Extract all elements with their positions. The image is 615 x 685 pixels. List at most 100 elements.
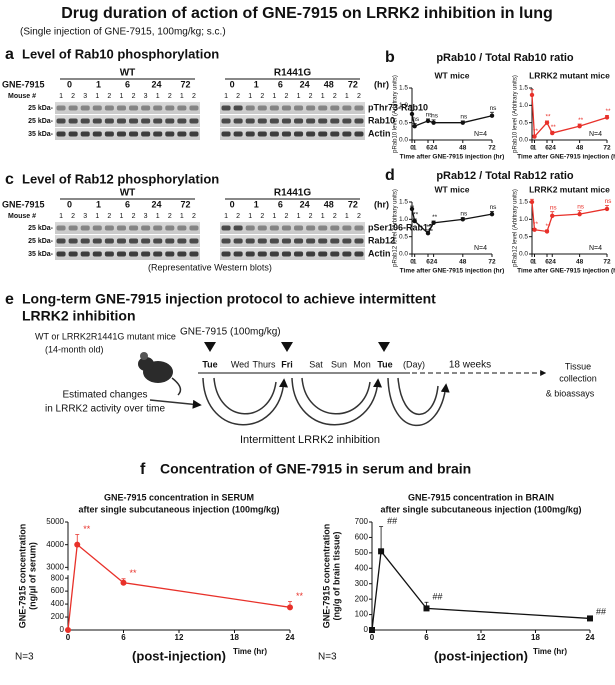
blot-band — [233, 105, 243, 111]
blot-band — [245, 105, 255, 111]
y-axis-label: (ng/µl of serum) — [27, 542, 37, 610]
mouse-label: 1 — [95, 93, 99, 100]
x-tick-label: 72 — [603, 145, 611, 152]
group-label: R1441G — [274, 188, 311, 199]
blot-band — [221, 225, 231, 231]
dose-label: 1 — [254, 199, 259, 209]
panel-letter: a — [5, 46, 14, 63]
dose-label: 0 — [67, 199, 72, 209]
y-axis-label: pRab12 level (Arbitrary units) — [513, 189, 519, 267]
blot-band — [294, 238, 304, 244]
y-axis-label: pRab10 level (Arbitrary units) — [513, 75, 519, 153]
blot-band — [153, 118, 163, 124]
blot-band — [318, 118, 328, 124]
blot-band — [68, 105, 78, 111]
significance-label: ** — [551, 124, 557, 131]
blot-band — [141, 238, 151, 244]
panel-letter: c — [5, 171, 14, 188]
mouse-label: 2 — [260, 93, 264, 100]
blot-band — [269, 238, 279, 244]
blot-band — [116, 105, 126, 111]
blot-band — [104, 238, 114, 244]
blot-band — [342, 251, 352, 257]
blot-band — [177, 118, 187, 124]
n-label: N=4 — [589, 131, 602, 138]
data-point — [529, 199, 535, 205]
significance-label: ** — [426, 224, 432, 231]
significance-label: ## — [596, 607, 606, 617]
blot-band — [281, 225, 291, 231]
significance-label: ns — [426, 112, 434, 119]
data-line — [67, 543, 291, 631]
blot-band — [318, 251, 328, 257]
chart-title: WT mice — [435, 184, 470, 194]
y-axis-label: (ng/g of brain tissue) — [331, 531, 341, 620]
blot-band — [177, 238, 187, 244]
chart-title: LRRK2 mutant mice — [529, 184, 610, 194]
blot-band — [153, 131, 163, 137]
dose-row-label: GNE-7915 — [2, 79, 45, 89]
mouse-label: 2 — [168, 213, 172, 220]
blot-band — [80, 225, 90, 231]
blot-band — [281, 238, 291, 244]
data-point — [460, 120, 465, 125]
blot-band — [354, 225, 364, 231]
y-tick-label: 5000 — [46, 517, 64, 526]
day-label: Wed — [231, 359, 249, 369]
mouse-label: 1 — [224, 213, 228, 220]
blot-band — [56, 251, 66, 257]
panel-title: LRRK2 inhibition — [22, 308, 136, 324]
y-tick-label: 0.0 — [519, 137, 528, 144]
dose-label: 6 — [278, 199, 283, 209]
blot-band — [165, 105, 175, 111]
dose-row-label: GNE-7915 — [2, 199, 45, 209]
mouse-label: 1 — [59, 213, 63, 220]
blot-band — [56, 238, 66, 244]
y-tick-label: 1.0 — [399, 102, 408, 109]
blot-band — [306, 105, 316, 111]
mouse-label: 2 — [285, 213, 289, 220]
data-point — [577, 211, 582, 217]
blot-band — [221, 118, 231, 124]
blot-band — [80, 131, 90, 137]
blot-band — [116, 251, 126, 257]
blot-strip — [55, 235, 200, 247]
mouse-label: 2 — [132, 213, 136, 220]
band-label: Actin — [368, 248, 391, 258]
y-tick-label: 400 — [51, 599, 65, 608]
x-tick-label: 72 — [488, 259, 496, 266]
blot-band — [330, 118, 340, 124]
dose-label: 0 — [230, 199, 235, 209]
x-tick-label: 6 — [424, 633, 429, 642]
mouse-label: 1 — [120, 213, 124, 220]
blot-band — [257, 225, 267, 231]
y-tick-label: 0.0 — [399, 137, 408, 144]
x-tick-label: 24 — [549, 145, 557, 152]
blot-band — [165, 131, 175, 137]
blot-band — [306, 251, 316, 257]
blot-band — [177, 225, 187, 231]
x-tick-label: 6 — [426, 259, 430, 266]
x-tick-label: 48 — [459, 145, 467, 152]
blot-strip — [55, 128, 200, 140]
x-tick-label: 24 — [549, 259, 557, 266]
data-point — [532, 227, 537, 232]
blot-band — [129, 105, 139, 111]
x-tick-label: 48 — [459, 259, 467, 266]
blot-band — [330, 131, 340, 137]
blot-band — [306, 238, 316, 244]
blot-band — [257, 251, 267, 257]
x-tick-label: 6 — [426, 145, 430, 152]
blot-band — [233, 131, 243, 137]
blot-band — [294, 251, 304, 257]
y-tick-label: 0 — [60, 625, 65, 634]
x-tick-label: 24 — [430, 259, 438, 266]
blot-band — [56, 131, 66, 137]
blot-band — [330, 105, 340, 111]
y-tick-label: 200 — [51, 612, 65, 621]
dose-label: 72 — [348, 199, 358, 209]
blot-strip — [220, 248, 365, 260]
data-point — [378, 548, 385, 555]
blot-band — [68, 225, 78, 231]
dose-label: GNE-7915 (100mg/kg) — [180, 327, 281, 338]
